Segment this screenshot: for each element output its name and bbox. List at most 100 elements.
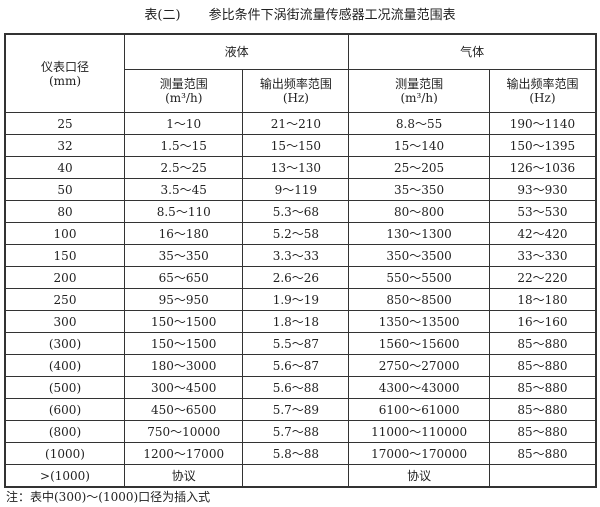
- table-row: 100 16～180 5.2～58 130～1300 42～420: [4, 222, 597, 245]
- table-cell: >(1000): [4, 464, 125, 488]
- table-cell: 16～160: [488, 310, 597, 333]
- table-cell: 93～930: [488, 178, 597, 201]
- table-cell: 180～3000: [123, 354, 244, 377]
- unit: (Hz): [529, 91, 556, 105]
- table-cell: 4300～43000: [348, 376, 490, 399]
- table-cell: 1200～17000: [123, 442, 244, 465]
- table-cell: 150～1395: [488, 134, 597, 157]
- flow-range-table: 仪表口径 (mm) 液体 气体 测量范围 (m³/h) 输出频率范围 (Hz) 测量范…: [4, 33, 597, 488]
- table-cell: 1.9～19: [242, 288, 350, 311]
- table-cell: 150～1500: [123, 332, 244, 355]
- table-cell: (500): [4, 376, 125, 399]
- table-number: 表(二): [144, 8, 181, 23]
- table-cell: 25～205: [348, 156, 490, 179]
- liquid-freq-header: 输出频率范围 (Hz): [242, 69, 350, 113]
- table-row: 250 95～950 1.9～19 850～8500 18～180: [4, 288, 597, 311]
- table-cell: (300): [4, 332, 125, 355]
- table-cell: 85～880: [488, 420, 597, 443]
- table-cell: 2.6～26: [242, 266, 350, 289]
- table-cell: 8.5～110: [123, 200, 244, 223]
- table-cell: 53～530: [488, 200, 597, 223]
- table-cell: [242, 464, 350, 488]
- table-cell: 9～119: [242, 178, 350, 201]
- label: 输出频率范围: [506, 77, 579, 91]
- table-row: (400) 180～3000 5.6～87 2750～27000 85～880: [4, 354, 597, 377]
- table-cell: 16～180: [123, 222, 244, 245]
- table-caption: 参比条件下涡街流量传感器工况流量范围表: [208, 8, 456, 23]
- table-cell: 22～220: [488, 266, 597, 289]
- label: 测量范围: [395, 77, 444, 91]
- table-cell: 13～130: [242, 156, 350, 179]
- diameter-label: 仪表口径: [40, 59, 89, 74]
- table-cell: 50: [4, 178, 125, 201]
- table-cell: 17000～170000: [348, 442, 490, 465]
- table-cell: 2750～27000: [348, 354, 490, 377]
- table-cell: 5.6～88: [242, 376, 350, 399]
- table-row: (1000) 1200～17000 5.8～88 17000～170000 85～880: [4, 442, 597, 465]
- unit: (m³/h): [400, 91, 438, 105]
- table-cell: (400): [4, 354, 125, 377]
- table-cell: 协议: [348, 464, 490, 488]
- diameter-header: 仪表口径 (mm): [4, 33, 125, 113]
- table-row: 50 3.5～45 9～119 35～350 93～930: [4, 178, 597, 201]
- table-cell: 6100～61000: [348, 398, 490, 421]
- table-cell: 130～1300: [348, 222, 490, 245]
- table-cell: 3.3～33: [242, 244, 350, 267]
- table-cell: 32: [4, 134, 125, 157]
- table-cell: 18～180: [488, 288, 597, 311]
- table-cell: 1560～15600: [348, 332, 490, 355]
- table-cell: 150～1500: [123, 310, 244, 333]
- gas-measure-header: 测量范围 (m³/h): [348, 69, 490, 113]
- table-cell: 21～210: [242, 112, 350, 135]
- table-cell: 3.5～45: [123, 178, 244, 201]
- table-cell: (600): [4, 398, 125, 421]
- footnote: 注：表中(300)～(1000)口径为插入式: [6, 490, 211, 504]
- diameter-unit: (mm): [48, 73, 82, 88]
- table-cell: 1.5～15: [123, 134, 244, 157]
- table-cell: 850～8500: [348, 288, 490, 311]
- liquid-header: 液体: [123, 33, 350, 70]
- table-cell: 85～880: [488, 376, 597, 399]
- table-cell: 450～6500: [123, 398, 244, 421]
- table-row: 150 35～350 3.3～33 350～3500 33～330: [4, 244, 597, 267]
- table-cell: 85～880: [488, 442, 597, 465]
- table-row: 32 1.5～15 15～150 15～140 150～1395: [4, 134, 597, 157]
- table-cell: 40: [4, 156, 125, 179]
- table-cell: 33～330: [488, 244, 597, 267]
- table-cell: 5.7～89: [242, 398, 350, 421]
- table-row: (800) 750～10000 5.7～88 11000～110000 85～880: [4, 420, 597, 443]
- table-row: 40 2.5～25 13～130 25～205 126～1036: [4, 156, 597, 179]
- table-cell: 15～150: [242, 134, 350, 157]
- table-cell: 300～4500: [123, 376, 244, 399]
- table-cell: 5.6～87: [242, 354, 350, 377]
- header-row: 仪表口径 (mm) 液体 气体: [4, 33, 597, 113]
- table-cell: 5.5～87: [242, 332, 350, 355]
- table-cell: 65～650: [123, 266, 244, 289]
- table-cell: 1350～13500: [348, 310, 490, 333]
- table-cell: 2.5～25: [123, 156, 244, 179]
- table-row: >(1000) 协议 协议: [4, 464, 597, 488]
- table-row: (600) 450～6500 5.7～89 6100～61000 85～880: [4, 398, 597, 421]
- table-row: (500) 300～4500 5.6～88 4300～43000 85～880: [4, 376, 597, 399]
- table-cell: 85～880: [488, 332, 597, 355]
- table-cell: 35～350: [123, 244, 244, 267]
- table-cell: 350～3500: [348, 244, 490, 267]
- table-cell: 200: [4, 266, 125, 289]
- table-cell: 1.8～18: [242, 310, 350, 333]
- table-row: 200 65～650 2.6～26 550～5500 22～220: [4, 266, 597, 289]
- subheader-row: 测量范围 (m³/h) 输出频率范围 (Hz) 测量范围 (m³/h) 输出频率范围(…: [5, 69, 597, 113]
- table-cell: 85～880: [488, 354, 597, 377]
- table-cell: 80～800: [348, 200, 490, 223]
- table-cell: 42～420: [488, 222, 597, 245]
- table-cell: 750～10000: [123, 420, 244, 443]
- gas-freq-header: 输出频率范围 (Hz): [488, 69, 597, 113]
- table-cell: 25: [4, 112, 125, 135]
- table-cell: 35～350: [348, 178, 490, 201]
- table-cell: 126～1036: [488, 156, 597, 179]
- unit: (m³/h): [165, 91, 203, 105]
- table-row: 300 150～1500 1.8～18 1350～13500 16～160: [4, 310, 597, 333]
- table-cell: 5.2～58: [242, 222, 350, 245]
- unit: (Hz): [282, 91, 309, 105]
- table-cell: 250: [4, 288, 125, 311]
- table-cell: 1～10: [123, 112, 244, 135]
